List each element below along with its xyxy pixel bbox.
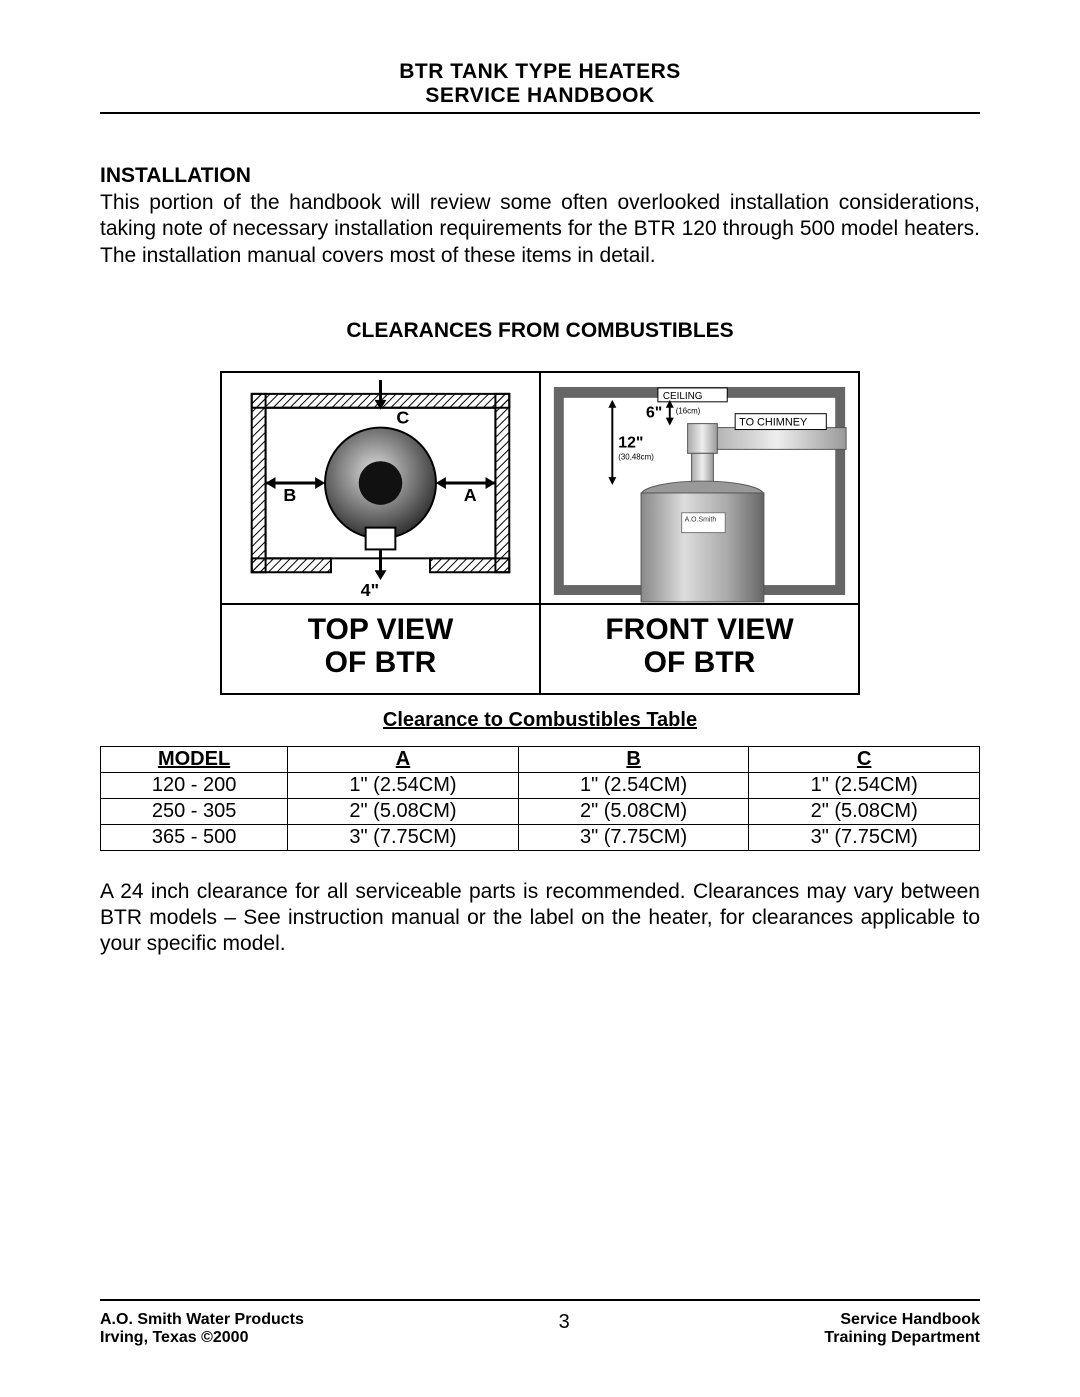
footer-company: A.O. Smith Water Products <box>100 1311 304 1328</box>
installation-heading: INSTALLATION <box>100 164 980 188</box>
front-view-caption-line2: OF BTR <box>644 646 756 679</box>
table-row: 120 - 200 1" (2.54CM) 1" (2.54CM) 1" (2.… <box>101 772 980 798</box>
col-b: B <box>518 746 749 772</box>
clearances-heading: CLEARANCES FROM COMBUSTIBLES <box>100 319 980 343</box>
dim-12-metric: (30,48cm) <box>618 452 654 461</box>
top-view-caption-line2: OF BTR <box>325 646 437 679</box>
dim-6: 6" <box>646 404 662 421</box>
clearance-table: MODEL A B C 120 - 200 1" (2.54CM) 1" (2.… <box>100 746 980 851</box>
col-model: MODEL <box>101 746 288 772</box>
header-title-line2: SERVICE HANDBOOK <box>100 84 980 108</box>
front-view-caption: FRONT VIEW OF BTR <box>541 605 858 693</box>
installation-paragraph: This portion of the handbook will review… <box>100 190 980 269</box>
top-view-caption-line1: TOP VIEW <box>308 613 454 646</box>
header-title-line1: BTR TANK TYPE HEATERS <box>100 60 980 84</box>
ceiling-label: CEILING <box>663 391 703 402</box>
page-footer: A.O. Smith Water Products Irving, Texas … <box>100 1299 980 1347</box>
label-b: B <box>283 485 296 505</box>
top-view-diagram: C B A 4" <box>222 373 541 603</box>
dim-6-metric: (16cm) <box>676 406 701 415</box>
footer-handbook: Service Handbook <box>840 1311 980 1328</box>
footer-location: Irving, Texas ©2000 <box>100 1329 248 1346</box>
front-view-diagram: CEILING TO CHIMNEY A.O.Smith <box>541 373 858 603</box>
front-view-caption-line1: FRONT VIEW <box>605 613 793 646</box>
top-view-svg: C B A 4" <box>222 373 539 603</box>
footer-right: Service Handbook Training Department <box>824 1311 980 1347</box>
front-view-svg: CEILING TO CHIMNEY A.O.Smith <box>541 373 858 603</box>
table-row: 250 - 305 2" (5.08CM) 2" (5.08CM) 2" (5.… <box>101 798 980 824</box>
page-header: BTR TANK TYPE HEATERS SERVICE HANDBOOK <box>100 60 980 108</box>
top-view-caption: TOP VIEW OF BTR <box>222 605 541 693</box>
label-c: C <box>396 407 409 427</box>
diagram-frame: C B A 4" <box>220 371 860 695</box>
footer-page-number: 3 <box>559 1311 570 1347</box>
label-4in: 4" <box>361 580 379 600</box>
header-rule <box>100 112 980 114</box>
dim-12: 12" <box>618 434 643 451</box>
chimney-label: TO CHIMNEY <box>739 416 808 428</box>
label-a: A <box>464 485 477 505</box>
footer-rule <box>100 1299 980 1301</box>
footer-left: A.O. Smith Water Products Irving, Texas … <box>100 1311 304 1347</box>
clearance-note: A 24 inch clearance for all serviceable … <box>100 879 980 958</box>
table-header-row: MODEL A B C <box>101 746 980 772</box>
footer-dept: Training Department <box>824 1329 980 1346</box>
clearance-table-title: Clearance to Combustibles Table <box>100 709 980 732</box>
table-row: 365 - 500 3" (7.75CM) 3" (7.75CM) 3" (7.… <box>101 824 980 850</box>
col-a: A <box>288 746 519 772</box>
col-c: C <box>749 746 980 772</box>
brand-label: A.O.Smith <box>685 516 717 523</box>
